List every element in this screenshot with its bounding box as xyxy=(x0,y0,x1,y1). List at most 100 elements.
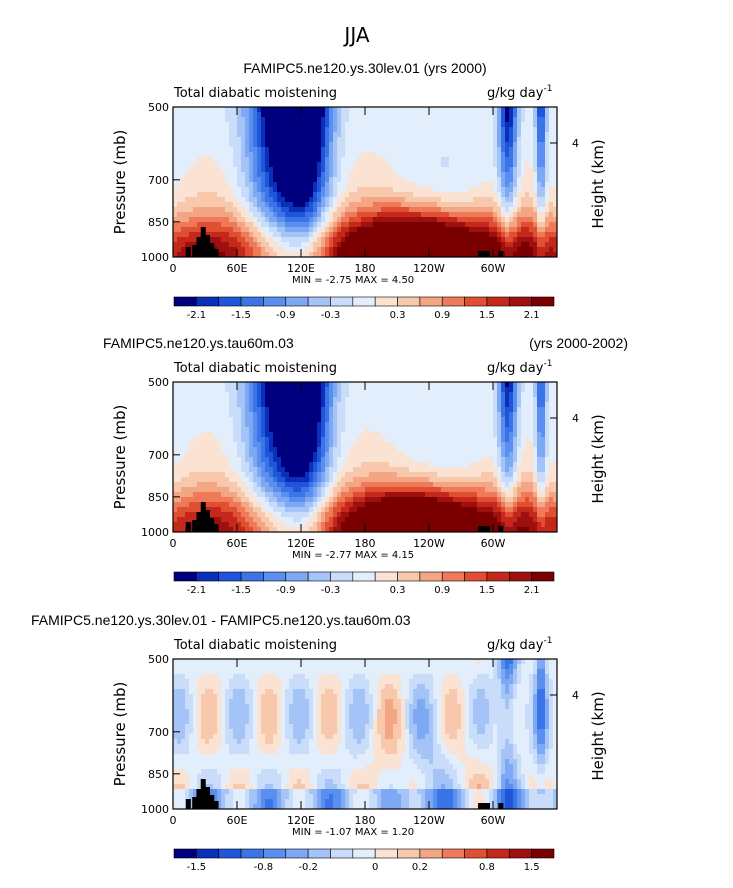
colorbar-swatch xyxy=(441,571,465,582)
x-tick-label: 120W xyxy=(413,814,445,827)
colorbar-swatch xyxy=(531,296,555,307)
colorbar-swatch xyxy=(173,571,197,582)
colorbar-label: 1.5 xyxy=(479,585,495,596)
colorbar-label: -0.3 xyxy=(321,585,341,596)
panel-title: FAMIPC5.ne120.ys.30lev.01 (yrs 2000) xyxy=(243,60,486,76)
colorbar-label: -1.5 xyxy=(231,585,251,596)
colorbar-swatch xyxy=(464,296,488,307)
y-right-axis-label: Height (km) xyxy=(589,414,607,503)
x-tick-label: 120E xyxy=(287,537,315,550)
colorbar-swatch xyxy=(285,571,309,582)
min-max-stats: MIN = -2.77 MAX = 4.15 xyxy=(292,550,414,561)
y-right-tick-label: 4 xyxy=(572,137,579,150)
colorbar-swatch xyxy=(285,848,309,859)
colorbar: -1.5 -0.8 -0.2 0 0.2 0.8 1.5 xyxy=(173,848,555,873)
colorbar-label: 0.8 xyxy=(479,862,495,873)
y-right-axis-label: Height (km) xyxy=(589,139,607,228)
topography xyxy=(185,502,504,532)
colorbar-label: -0.2 xyxy=(298,862,318,873)
topography xyxy=(185,779,504,809)
panel-subtitle: Total diabatic moistening xyxy=(173,638,337,653)
colorbar-swatch xyxy=(486,848,510,859)
colorbar-swatch xyxy=(307,571,331,582)
colorbar-label: 0.9 xyxy=(434,310,450,321)
panel-1: FAMIPC5.ne120.ys.30lev.01 (yrs 2000) Tota… xyxy=(111,60,607,321)
x-tick-label: 60E xyxy=(227,537,248,550)
colorbar-swatch xyxy=(263,296,287,307)
colorbar-swatch xyxy=(307,296,331,307)
colorbar-swatch xyxy=(240,296,264,307)
y-axis-label: Pressure (mb) xyxy=(111,405,129,510)
x-tick-label: 60W xyxy=(481,537,506,550)
min-max-stats: MIN = -2.75 MAX = 4.50 xyxy=(292,275,414,286)
y-tick-label: 1000 xyxy=(141,803,169,816)
x-tick-label: 120E xyxy=(287,262,315,275)
colorbar-swatch xyxy=(486,296,510,307)
colorbar-swatch xyxy=(330,296,354,307)
min-max-stats: MIN = -1.07 MAX = 1.20 xyxy=(292,827,414,838)
x-tick-label: 120W xyxy=(413,262,445,275)
y-tick-label: 850 xyxy=(148,216,169,229)
colorbar-label: -0.9 xyxy=(276,310,296,321)
colorbar-swatch xyxy=(307,848,331,859)
colorbar-label: 2.1 xyxy=(524,310,540,321)
colorbar-label: 1.5 xyxy=(524,862,540,873)
colorbar-swatch xyxy=(397,571,421,582)
colorbar-swatch xyxy=(419,571,443,582)
x-tick-label: 120E xyxy=(287,814,315,827)
y-right-tick-label: 4 xyxy=(572,689,579,702)
colorbar-label: 0.9 xyxy=(434,585,450,596)
colorbar-swatch xyxy=(218,571,242,582)
colorbar-swatch xyxy=(196,848,220,859)
panel-3: FAMIPC5.ne120.ys.30lev.01 - FAMIPC5.ne12… xyxy=(31,612,607,873)
y-tick-label: 850 xyxy=(148,491,169,504)
colorbar-swatch xyxy=(263,571,287,582)
x-tick-label: 0 xyxy=(170,537,177,550)
panel-title-right: (yrs 2000-2002) xyxy=(529,335,628,351)
colorbar-swatch xyxy=(374,296,398,307)
colorbar-swatch xyxy=(196,296,220,307)
colorbar-swatch xyxy=(441,848,465,859)
colorbar-swatch xyxy=(263,848,287,859)
colorbar-swatch xyxy=(330,848,354,859)
colorbar-label: -2.1 xyxy=(187,310,207,321)
colorbar-swatch xyxy=(330,571,354,582)
colorbar-label: -0.8 xyxy=(254,862,274,873)
y-tick-label: 500 xyxy=(148,653,169,666)
x-tick-label: 180 xyxy=(355,814,376,827)
y-right-axis-label: Height (km) xyxy=(589,691,607,780)
colorbar-swatch xyxy=(218,296,242,307)
y-tick-label: 700 xyxy=(148,174,169,187)
x-tick-label: 180 xyxy=(355,537,376,550)
topography xyxy=(185,227,504,257)
panel-title: FAMIPC5.ne120.ys.30lev.01 - FAMIPC5.ne12… xyxy=(31,612,411,628)
colorbar-swatch xyxy=(508,296,532,307)
colorbar-swatch xyxy=(374,571,398,582)
y-right-tick-label: 4 xyxy=(572,412,579,425)
y-tick-label: 850 xyxy=(148,768,169,781)
y-tick-label: 500 xyxy=(148,376,169,389)
colorbar-label: 0 xyxy=(372,862,378,873)
panel-subtitle: Total diabatic moistening xyxy=(173,361,337,376)
figure-title: JJA xyxy=(342,23,369,47)
field-shading xyxy=(173,659,558,810)
colorbar-swatch xyxy=(218,848,242,859)
colorbar-swatch xyxy=(173,296,197,307)
colorbar-label: 1.5 xyxy=(479,310,495,321)
colorbar-label: 2.1 xyxy=(524,585,540,596)
colorbar-swatch xyxy=(352,296,376,307)
x-tick-label: 60E xyxy=(227,262,248,275)
field-shading xyxy=(173,382,558,533)
x-tick-label: 60W xyxy=(481,262,506,275)
colorbar-swatch xyxy=(173,848,197,859)
panel-subtitle: Total diabatic moistening xyxy=(173,86,337,101)
colorbar-swatch xyxy=(531,571,555,582)
colorbar-swatch xyxy=(240,571,264,582)
colorbar-label: -1.5 xyxy=(231,310,251,321)
panel-2: FAMIPC5.ne120.ys.tau60m.03 (yrs 2000-2002… xyxy=(103,335,628,596)
field-shading xyxy=(173,107,558,258)
colorbar-swatch xyxy=(352,571,376,582)
units-label: g/kg day-1 xyxy=(487,84,552,101)
colorbar-swatch xyxy=(397,296,421,307)
